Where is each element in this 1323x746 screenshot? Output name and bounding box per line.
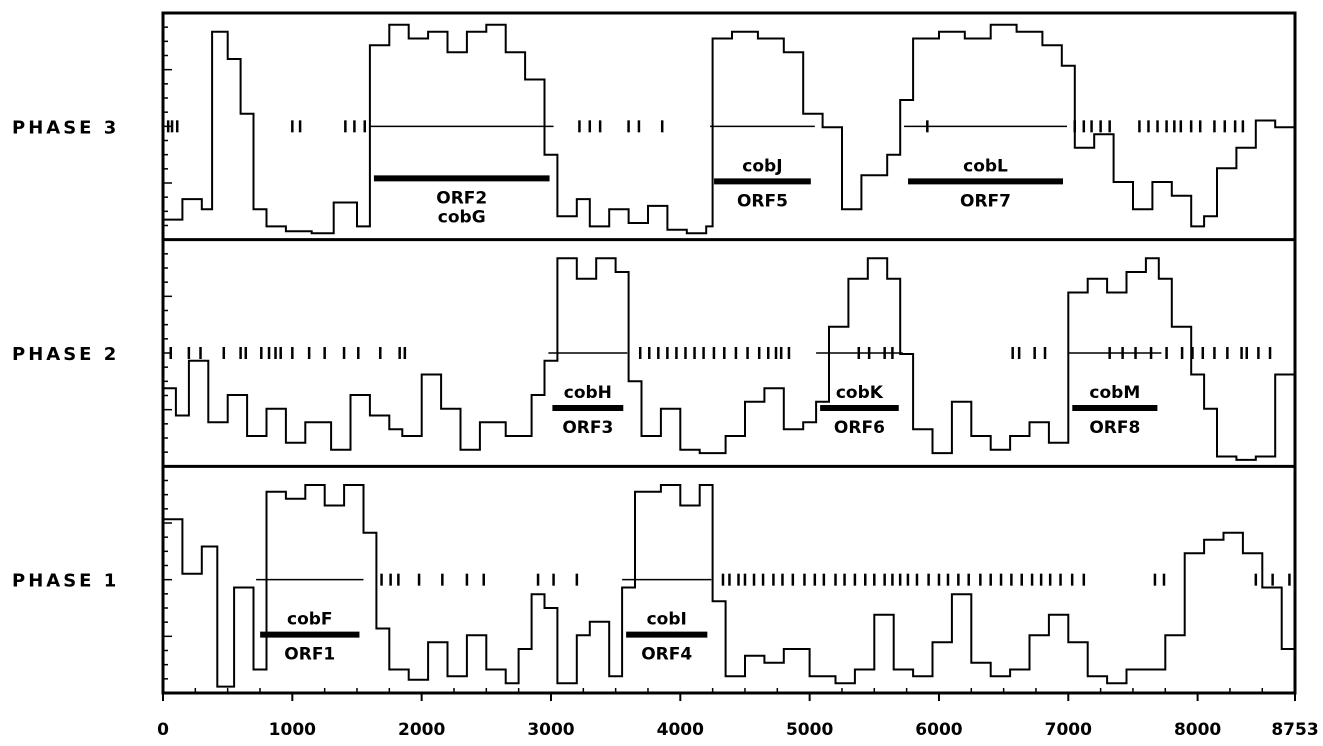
orf-label: ORF2 (436, 188, 487, 208)
codon-preference-trace (163, 23, 1296, 235)
phase-1-panel: PHASE 1 cobF ORF1 cobI ORF4 (12, 464, 1296, 688)
x-tick-label: 6000 (915, 720, 962, 740)
x-tick-label: 8000 (1174, 720, 1221, 740)
gene-label: cobH (564, 383, 612, 403)
gene-label: cobI (647, 610, 687, 630)
orf-annotation: cobF ORF1 (256, 578, 364, 665)
x-tick-label: 8753 (1271, 720, 1318, 740)
x-tick-label: 3000 (527, 720, 574, 740)
plot-frame (161, 11, 1297, 695)
orf-label: ORF6 (834, 418, 885, 438)
x-tick-label: 7000 (1045, 720, 1092, 740)
orf-annotation: cobK ORF6 (816, 352, 903, 438)
gene-label: cobJ (742, 156, 782, 176)
orf-label: ORF1 (284, 645, 335, 665)
phase-2-panel: PHASE 2 cobH ORF3 cobK ORF6 cobM ORF8 (12, 238, 1296, 461)
x-tick-label: 1000 (269, 720, 316, 740)
gene-label: cobL (963, 156, 1008, 176)
orf-label: ORF5 (737, 191, 788, 211)
gene-label: cobM (1089, 383, 1140, 403)
phase-label: PHASE 1 (12, 571, 119, 592)
orf-label: ORF8 (1089, 418, 1140, 438)
x-tick-label: 2000 (398, 720, 445, 740)
codon-preference-trace (163, 484, 1296, 688)
orf-annotation: cobH ORF3 (548, 352, 628, 438)
x-tick-label: 5000 (786, 720, 833, 740)
phase-label: PHASE 3 (12, 117, 119, 138)
gene-label: cobF (287, 610, 333, 630)
orf-annotation: cobL ORF7 (904, 125, 1067, 211)
phase-label: PHASE 2 (12, 344, 119, 365)
gene-label: cobG (438, 207, 486, 227)
orf-label: ORF4 (641, 645, 692, 665)
orf-label: ORF3 (562, 418, 613, 438)
x-tick-label: 0 (157, 720, 169, 740)
gene-label: cobK (836, 383, 884, 403)
orf-annotation: cobJ ORF5 (710, 125, 815, 211)
orf-annotation: cobM ORF8 (1068, 352, 1162, 438)
orf-annotation: cobI ORF4 (622, 578, 712, 665)
x-tick-label: 4000 (657, 720, 704, 740)
codon-preference-trace (163, 257, 1296, 461)
orf-label: ORF7 (960, 191, 1011, 211)
x-axis: 0 1000 2000 3000 4000 5000 6000 7000 8000 8753 (157, 688, 1319, 740)
